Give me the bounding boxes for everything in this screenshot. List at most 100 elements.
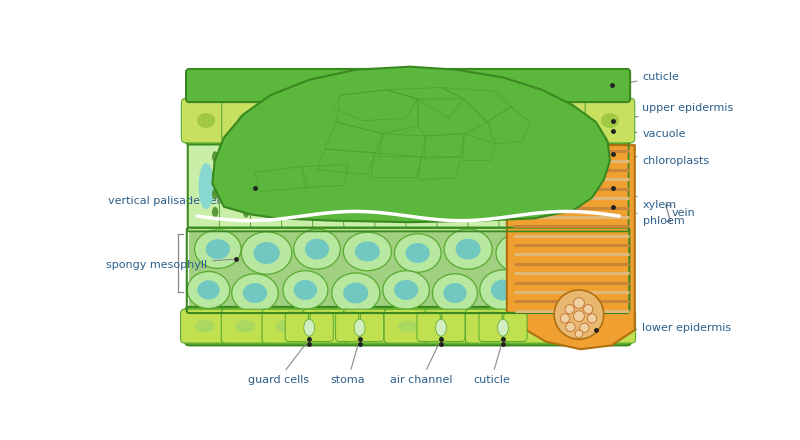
Ellipse shape (520, 320, 540, 332)
Ellipse shape (305, 151, 311, 162)
Circle shape (566, 322, 575, 332)
Ellipse shape (398, 207, 405, 217)
FancyBboxPatch shape (262, 309, 310, 343)
FancyBboxPatch shape (587, 309, 635, 343)
Ellipse shape (438, 320, 459, 332)
Ellipse shape (394, 280, 418, 300)
Ellipse shape (367, 151, 374, 162)
Ellipse shape (585, 188, 591, 199)
FancyBboxPatch shape (219, 143, 255, 228)
Ellipse shape (430, 207, 436, 217)
Ellipse shape (212, 207, 218, 217)
Ellipse shape (406, 243, 430, 263)
FancyBboxPatch shape (282, 143, 317, 228)
FancyBboxPatch shape (182, 98, 231, 143)
Ellipse shape (212, 170, 218, 180)
Ellipse shape (232, 274, 278, 312)
Ellipse shape (478, 163, 494, 209)
Ellipse shape (383, 271, 430, 309)
Ellipse shape (274, 151, 280, 162)
Ellipse shape (276, 320, 296, 332)
Ellipse shape (461, 188, 466, 199)
Ellipse shape (206, 239, 230, 259)
Ellipse shape (433, 274, 478, 312)
Text: chloroplasts: chloroplasts (616, 155, 710, 165)
Ellipse shape (230, 163, 245, 209)
Circle shape (574, 297, 584, 308)
Ellipse shape (305, 239, 329, 260)
Ellipse shape (212, 151, 218, 162)
Ellipse shape (430, 170, 436, 180)
FancyBboxPatch shape (585, 98, 634, 143)
Ellipse shape (292, 163, 307, 209)
Ellipse shape (318, 113, 336, 128)
FancyBboxPatch shape (310, 312, 334, 341)
Ellipse shape (243, 188, 250, 199)
Ellipse shape (243, 151, 250, 162)
Polygon shape (507, 145, 634, 349)
Circle shape (580, 323, 589, 332)
Ellipse shape (585, 170, 591, 180)
Ellipse shape (354, 319, 365, 336)
Ellipse shape (456, 239, 481, 260)
Text: upper epidermis: upper epidermis (616, 103, 734, 120)
Text: air channel: air channel (390, 342, 453, 385)
Ellipse shape (343, 232, 391, 271)
Ellipse shape (479, 320, 499, 332)
FancyBboxPatch shape (546, 309, 595, 343)
Text: cuticle: cuticle (614, 73, 679, 85)
Ellipse shape (491, 188, 498, 199)
Ellipse shape (274, 207, 280, 217)
FancyBboxPatch shape (417, 312, 440, 341)
Ellipse shape (540, 163, 555, 209)
Ellipse shape (317, 320, 337, 332)
Ellipse shape (336, 170, 342, 180)
Ellipse shape (491, 207, 498, 217)
Ellipse shape (343, 282, 368, 304)
Ellipse shape (435, 319, 446, 336)
FancyBboxPatch shape (592, 143, 628, 228)
Ellipse shape (538, 283, 561, 303)
Ellipse shape (198, 280, 219, 300)
FancyBboxPatch shape (343, 98, 393, 143)
Ellipse shape (274, 188, 280, 199)
FancyBboxPatch shape (186, 307, 631, 345)
FancyBboxPatch shape (361, 312, 384, 341)
Text: spongy mesophyll: spongy mesophyll (106, 259, 233, 270)
Ellipse shape (261, 163, 276, 209)
Ellipse shape (561, 113, 578, 128)
FancyBboxPatch shape (561, 143, 597, 228)
Polygon shape (212, 66, 610, 222)
Ellipse shape (496, 234, 541, 272)
Ellipse shape (187, 271, 230, 308)
Ellipse shape (358, 320, 378, 332)
FancyBboxPatch shape (499, 143, 534, 228)
Ellipse shape (398, 320, 418, 332)
FancyBboxPatch shape (181, 309, 229, 343)
Text: lower epidermis: lower epidermis (598, 323, 732, 334)
Ellipse shape (522, 170, 529, 180)
Ellipse shape (585, 151, 591, 162)
Ellipse shape (398, 188, 405, 199)
Ellipse shape (602, 320, 622, 332)
Ellipse shape (294, 229, 340, 269)
Ellipse shape (305, 207, 311, 217)
Ellipse shape (444, 229, 492, 269)
Ellipse shape (336, 207, 342, 217)
Bar (189, 230, 627, 311)
Ellipse shape (430, 188, 436, 199)
Ellipse shape (332, 273, 380, 313)
Text: vacuole: vacuole (616, 128, 686, 139)
FancyBboxPatch shape (437, 143, 473, 228)
FancyBboxPatch shape (442, 312, 465, 341)
Ellipse shape (554, 188, 560, 199)
Ellipse shape (305, 170, 311, 180)
Text: phloem: phloem (616, 208, 684, 226)
Ellipse shape (355, 242, 380, 261)
FancyBboxPatch shape (343, 309, 391, 343)
FancyBboxPatch shape (188, 143, 224, 228)
FancyBboxPatch shape (313, 143, 348, 228)
Text: cuticle: cuticle (473, 342, 510, 385)
Circle shape (587, 314, 597, 323)
Ellipse shape (522, 188, 529, 199)
